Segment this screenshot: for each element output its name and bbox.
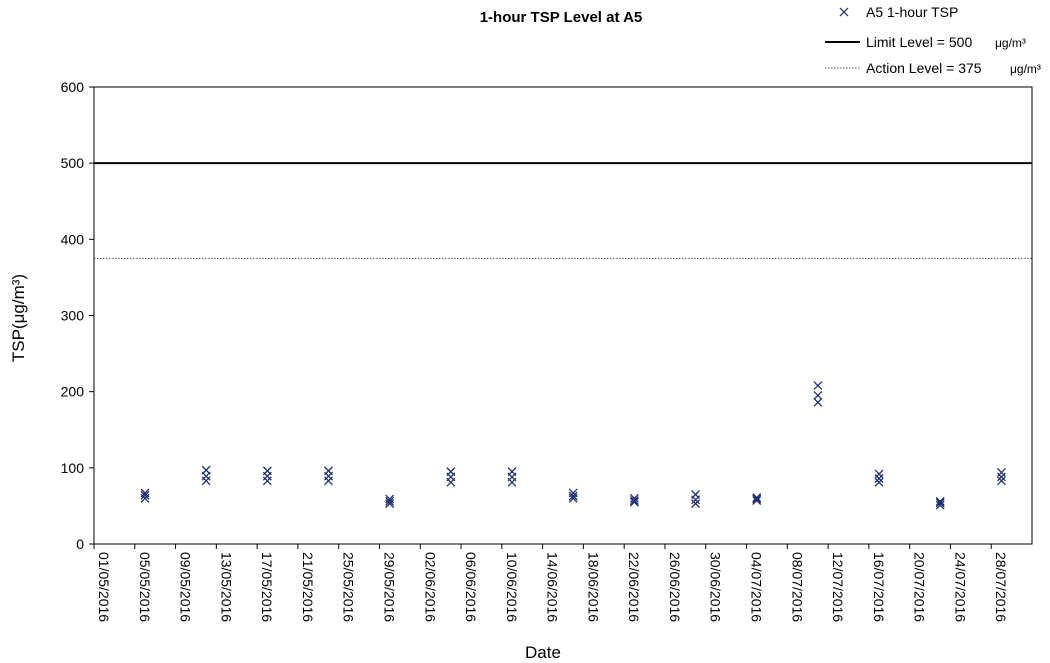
x-tick-label: 05/05/2016: [137, 552, 153, 622]
data-point: [140, 490, 150, 500]
data-point: [935, 498, 945, 508]
data-point: [446, 477, 456, 487]
x-axis-title: Date: [525, 643, 561, 662]
data-point: [813, 397, 823, 407]
reference-lines: [94, 162, 1032, 259]
data-point: [874, 477, 884, 487]
data-point: [140, 493, 150, 503]
x-tick-label: 25/05/2016: [341, 552, 357, 622]
x-tick-label: 13/05/2016: [218, 552, 234, 622]
data-point: [568, 493, 578, 503]
legend-series-label: A5 1-hour TSP: [866, 4, 958, 20]
y-tick-label: 0: [76, 536, 84, 552]
x-tick-label: 21/05/2016: [300, 552, 316, 622]
data-point: [201, 476, 211, 486]
data-point: [874, 469, 884, 479]
legend-action-label: Action Level = 375: [866, 60, 982, 76]
legend: A5 1-hour TSP Limit Level = 500 μg/m³ Ac…: [825, 4, 1041, 76]
x-tick-label: 29/05/2016: [381, 552, 397, 622]
data-point: [813, 391, 823, 400]
x-tick-label: 04/07/2016: [749, 552, 765, 622]
data-point: [996, 472, 1006, 482]
data-points: [140, 381, 1006, 510]
data-point: [507, 477, 517, 487]
x-tick-label: 08/07/2016: [789, 552, 805, 622]
data-point: [629, 493, 639, 503]
x-tick-label: 26/06/2016: [667, 552, 683, 622]
x-tick-label: 20/07/2016: [912, 552, 928, 622]
data-point: [691, 495, 701, 505]
x-tick-label: 22/06/2016: [626, 552, 642, 622]
x-tick-label: 17/05/2016: [259, 552, 275, 622]
data-point: [752, 494, 762, 504]
y-tick-label: 300: [61, 308, 85, 324]
x-axis: 01/05/2016 05/05/2016 09/05/2016 13/05/2016…: [93, 544, 1009, 622]
data-point: [324, 471, 333, 481]
y-tick-label: 600: [61, 79, 85, 95]
data-point: [935, 500, 945, 510]
legend-limit-label: Limit Level = 500: [866, 34, 972, 50]
data-point: [691, 499, 701, 509]
chart-title: 1-hour TSP Level at A5: [480, 9, 643, 26]
x-tick-label: 06/06/2016: [463, 552, 479, 622]
data-point: [629, 497, 639, 507]
data-point: [996, 467, 1006, 477]
legend-limit-unit: μg/m³: [995, 36, 1026, 50]
data-point: [324, 476, 333, 486]
data-point: [629, 496, 639, 506]
data-point: [201, 471, 211, 481]
data-point: [262, 471, 272, 481]
x-tick-label: 09/05/2016: [178, 552, 194, 622]
data-point: [752, 493, 762, 502]
y-tick-label: 400: [61, 231, 85, 247]
y-tick-label: 200: [61, 384, 85, 400]
data-point: [262, 476, 272, 486]
y-tick-label: 500: [61, 155, 85, 171]
y-tick-label: 100: [61, 460, 85, 476]
data-point: [813, 381, 823, 391]
data-point: [996, 476, 1006, 486]
data-point: [568, 491, 578, 501]
legend-action-unit: μg/m³: [1010, 62, 1041, 76]
data-point: [385, 496, 395, 506]
data-point: [935, 496, 945, 506]
x-tick-label: 30/06/2016: [708, 552, 724, 622]
x-tick-label: 14/06/2016: [545, 552, 561, 622]
data-point: [385, 499, 395, 509]
x-tick-label: 16/07/2016: [871, 552, 887, 622]
x-tick-label: 28/07/2016: [993, 552, 1009, 622]
data-point: [874, 474, 884, 483]
x-tick-label: 01/05/2016: [96, 552, 112, 622]
legend-marker-icon: [839, 7, 849, 17]
x-tick-label: 02/06/2016: [422, 552, 438, 622]
y-axis: 0 100 200 300 400 500 600: [61, 79, 94, 552]
x-tick-label: 18/06/2016: [585, 552, 601, 622]
data-point: [752, 496, 762, 506]
y-axis-title: TSP(μg/m³): [9, 274, 28, 362]
x-tick-label: 10/06/2016: [504, 552, 520, 622]
x-tick-label: 24/07/2016: [952, 552, 968, 622]
plot-area: [93, 86, 1033, 545]
x-tick-label: 12/07/2016: [830, 552, 846, 622]
